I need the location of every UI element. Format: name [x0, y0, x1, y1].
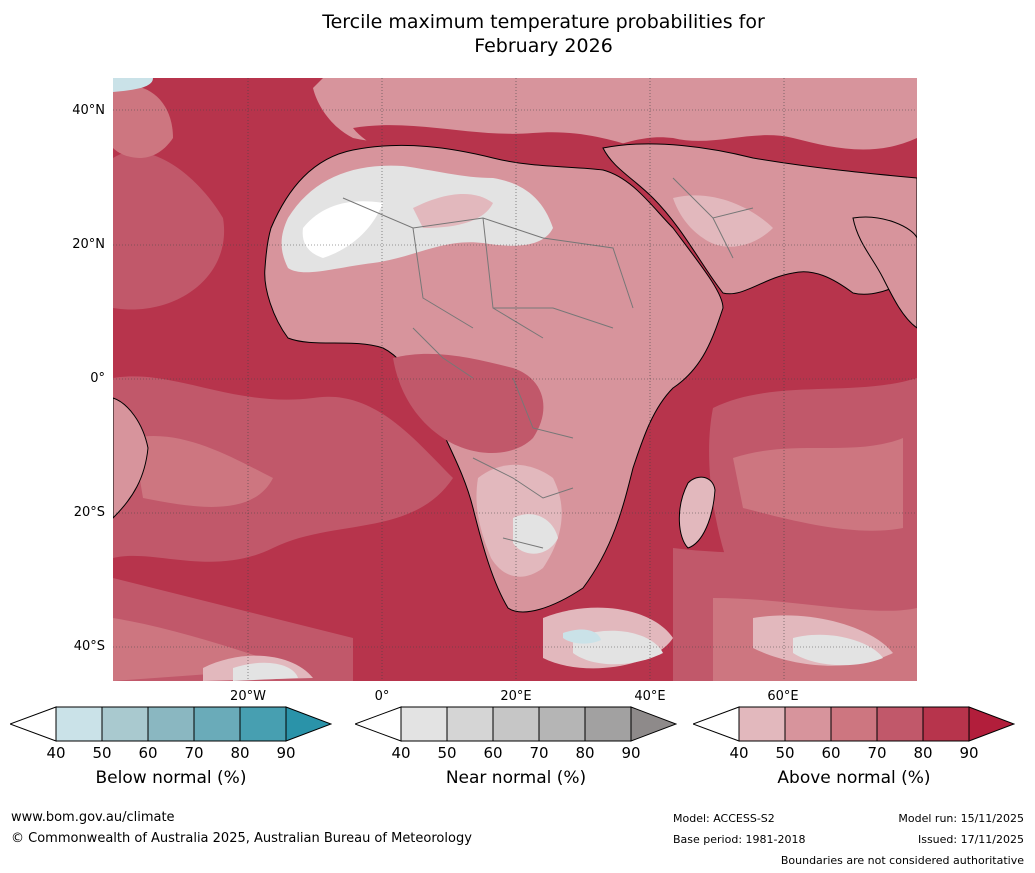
cbar-near-tick: 70: [529, 744, 549, 762]
cbar-above-tick: 70: [867, 744, 887, 762]
copyright-text: © Commonwealth of Australia 2025, Austra…: [11, 831, 472, 846]
cbar-above-bin-80-90: [922, 706, 970, 742]
cbar-below-tick: 60: [138, 744, 158, 762]
title-line-1: Tercile maximum temperature probabilitie…: [322, 11, 765, 33]
sahara-white: [302, 201, 383, 258]
cbar-above-tick: 80: [913, 744, 933, 762]
lat-label-equator: 0°: [90, 371, 105, 386]
cbar-above-tick: 90: [959, 744, 979, 762]
cbar-near-tick: 40: [391, 744, 411, 762]
south-america-edge: [113, 397, 149, 519]
cbar-below-extend-low: [10, 706, 57, 742]
cbar-above-tick: 60: [821, 744, 841, 762]
colorbar-below-normal: [10, 706, 332, 742]
cbar-above-bin-50-60: [784, 706, 832, 742]
ocean-below-normal: [113, 78, 601, 644]
cbar-near-extend-low: [355, 706, 402, 742]
cbar-above-extend-high: [968, 706, 1015, 742]
ocean-60-band: [113, 85, 917, 681]
lon-label-0: 0°: [374, 689, 390, 704]
cbar-below-extend-high: [285, 706, 332, 742]
cbar-near-bin-80-90: [584, 706, 632, 742]
cbar-near-bin-60-70: [492, 706, 540, 742]
cbar-near-bin-50-60: [446, 706, 494, 742]
colorbar-near-normal: [355, 706, 677, 742]
cbar-below-bin-50-60: [101, 706, 149, 742]
base-period: Base period: 1981-2018: [673, 833, 806, 846]
lon-label-60e: 60°E: [767, 689, 799, 704]
lat-label-40s: 40°S: [73, 639, 105, 654]
central-africa-70: [393, 353, 544, 453]
colorbar-near-label: Near normal (%): [445, 768, 587, 788]
cbar-below-bin-80-90: [239, 706, 287, 742]
model-name: Model: ACCESS-S2: [673, 812, 775, 825]
boundaries-disclaimer: Boundaries are not considered authoritat…: [780, 854, 1024, 867]
cbar-near-tick: 60: [483, 744, 503, 762]
colorbar-above-normal: [693, 706, 1015, 742]
map-title: Tercile maximum temperature probabilitie…: [0, 10, 1035, 58]
cbar-below-bin-60-70: [147, 706, 195, 742]
lat-label-40n: 40°N: [72, 103, 105, 118]
cbar-below-bin-70-80: [193, 706, 241, 742]
cbar-near-tick: 80: [575, 744, 595, 762]
cbar-above-bin-40-50: [738, 706, 786, 742]
map-canvas: [113, 78, 917, 681]
cbar-above-tick: 50: [775, 744, 795, 762]
website-link[interactable]: www.bom.gov.au/climate: [11, 810, 175, 825]
cbar-below-tick: 70: [184, 744, 204, 762]
cbar-below-tick: 90: [276, 744, 296, 762]
cbar-near-tick: 50: [437, 744, 457, 762]
arabia-50: [673, 195, 773, 247]
model-run-date: Model run: 15/11/2025: [898, 812, 1024, 825]
country-borders: [342, 177, 754, 549]
cbar-above-tick: 40: [729, 744, 749, 762]
cbar-near-tick: 90: [621, 744, 641, 762]
cbar-near-bin-70-80: [538, 706, 586, 742]
lat-label-20n: 20°N: [72, 237, 105, 252]
cbar-near-extend-high: [630, 706, 677, 742]
lon-label-40e: 40°E: [634, 689, 666, 704]
colorbar-above-label: Above normal (%): [777, 768, 931, 788]
cbar-below-tick: 50: [92, 744, 112, 762]
lat-label-20s: 20°S: [73, 505, 105, 520]
lon-label-20w: 20°W: [230, 689, 266, 704]
sahara-near-normal: [281, 165, 553, 273]
lon-label-20e: 20°E: [500, 689, 532, 704]
cbar-below-bin-40-50: [55, 706, 103, 742]
cbar-near-bin-40-50: [400, 706, 448, 742]
cbar-below-tick: 80: [230, 744, 250, 762]
probability-map: [113, 78, 917, 681]
issued-date: Issued: 17/11/2025: [917, 833, 1024, 846]
graticule: [113, 78, 917, 681]
cbar-above-bin-60-70: [830, 706, 878, 742]
madagascar: [678, 476, 716, 549]
cbar-above-bin-70-80: [876, 706, 924, 742]
cbar-above-extend-low: [693, 706, 740, 742]
colorbar-below-label: Below normal (%): [95, 768, 247, 788]
cbar-below-tick: 40: [46, 744, 66, 762]
title-line-2: February 2026: [474, 35, 613, 57]
